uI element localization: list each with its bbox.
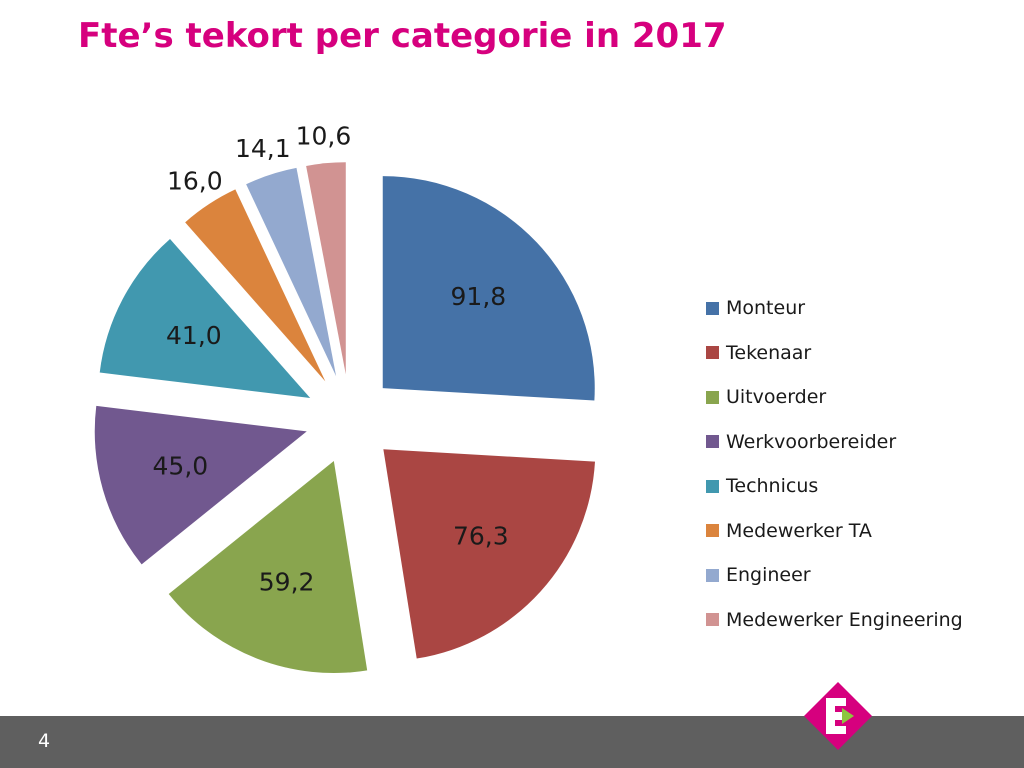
legend-item-werkvoorbereider: Werkvoorbereider	[706, 420, 963, 465]
legend-label: Monteur	[726, 297, 806, 320]
enexis-logo-icon	[804, 682, 872, 750]
legend-swatch	[706, 435, 719, 449]
pie-chart: 91,8 76,3 59,2 45,0 41,0 16,0 14,1 10,6	[94, 121, 595, 673]
chart-legend: Monteur Tekenaar Uitvoerder Werkvoorbereide…	[706, 286, 963, 642]
data-label-medewerker-ta: 16,0	[167, 166, 223, 195]
data-label-medewerker-engineering: 10,6	[296, 121, 352, 150]
pie-slice-werkvoorbereider	[94, 405, 307, 565]
legend-swatch	[706, 613, 719, 627]
legend-swatch	[706, 524, 719, 538]
legend-item-medewerker-engineering: Medewerker Engineering	[706, 598, 963, 643]
legend-item-engineer: Engineer	[706, 553, 963, 598]
legend-label: Engineer	[726, 564, 811, 587]
pie-slice-uitvoerder	[168, 460, 368, 673]
pie-slice-monteur	[382, 176, 595, 401]
legend-label: Medewerker Engineering	[726, 608, 963, 631]
page-number: 4	[38, 730, 51, 752]
data-label-werkvoorbereider: 45,0	[153, 452, 209, 481]
pie-slice-medewerker-ta	[185, 189, 326, 382]
legend-item-technicus: Technicus	[706, 464, 963, 509]
legend-label: Medewerker TA	[726, 519, 872, 542]
legend-swatch	[706, 390, 719, 404]
legend-item-monteur: Monteur	[706, 286, 963, 331]
logo-e-shape	[826, 698, 846, 734]
legend-label: Uitvoerder	[726, 386, 827, 409]
data-label-technicus: 41,0	[166, 321, 222, 350]
legend-item-medewerker-ta: Medewerker TA	[706, 509, 963, 554]
legend-swatch	[706, 301, 719, 315]
data-label-uitvoerder: 59,2	[259, 568, 315, 597]
legend-swatch	[706, 568, 719, 582]
logo-arrow	[842, 708, 854, 724]
data-label-monteur: 91,8	[451, 282, 507, 311]
data-label-tekenaar: 76,3	[453, 521, 509, 550]
legend-item-uitvoerder: Uitvoerder	[706, 375, 963, 420]
data-label-engineer: 14,1	[235, 134, 291, 163]
legend-item-tekenaar: Tekenaar	[706, 331, 963, 376]
legend-label: Werkvoorbereider	[726, 430, 897, 453]
pie-slice-tekenaar	[383, 449, 595, 659]
legend-label: Tekenaar	[726, 341, 812, 364]
slide-title: Fte’s tekort per categorie in 2017	[78, 16, 727, 56]
pie-slice-technicus	[99, 238, 311, 399]
pie-slice-medewerker-engineering	[306, 162, 346, 375]
brand-name: ENEXIS	[877, 687, 986, 717]
legend-label: Technicus	[726, 475, 819, 498]
legend-swatch	[706, 479, 719, 493]
legend-swatch	[706, 346, 719, 360]
pie-slice-engineer	[246, 167, 337, 377]
